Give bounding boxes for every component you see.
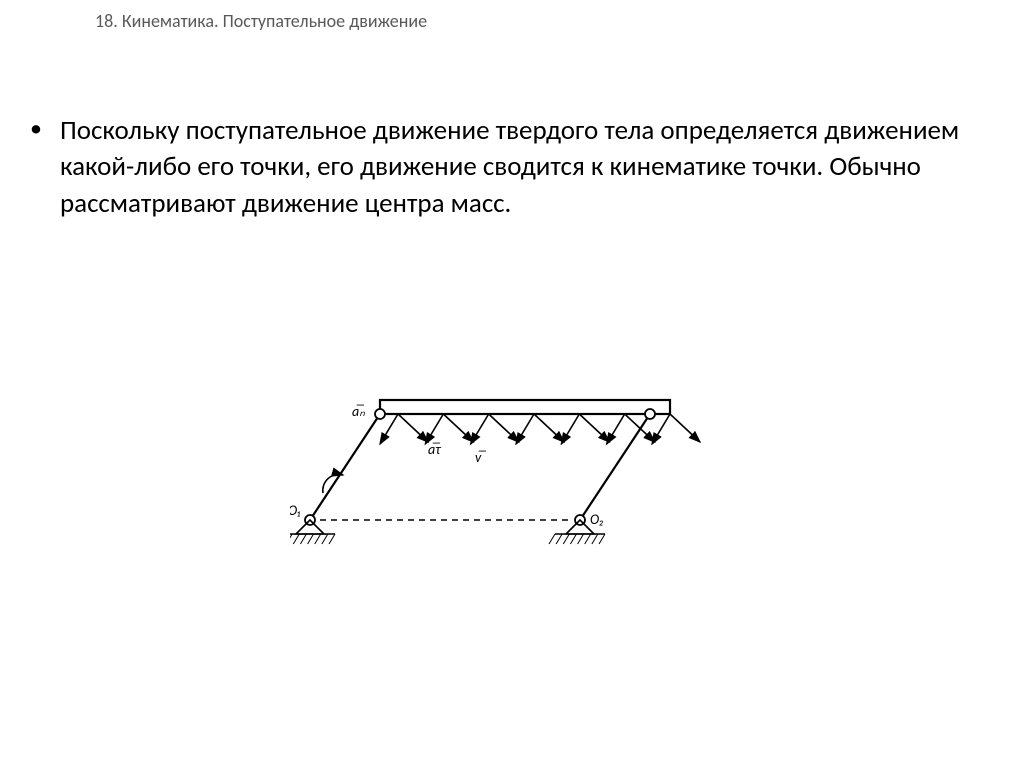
svg-text:O₁: O₁: [290, 502, 301, 519]
kinematics-diagram: a̅ₙ a̅τ v̅ O₁ O₂: [290, 370, 710, 570]
paragraph-text: Поскольку поступательное движение твердо…: [60, 113, 984, 222]
diagram-svg: a̅ₙ a̅τ v̅ O₁ O₂: [290, 370, 710, 570]
svg-text:O₂: O₂: [590, 511, 604, 528]
header-title: 18. Кинематика. Поступательное движение: [95, 10, 427, 32]
svg-text:a̅ₙ: a̅ₙ: [352, 403, 365, 420]
bullet-marker: •: [30, 113, 42, 145]
svg-text:a̅τ: a̅τ: [428, 441, 441, 458]
svg-text:v̅: v̅: [475, 449, 486, 466]
slide-header: 18. Кинематика. Поступательное движение: [95, 10, 427, 32]
content-block: • Поскольку поступательное движение твер…: [30, 113, 984, 222]
